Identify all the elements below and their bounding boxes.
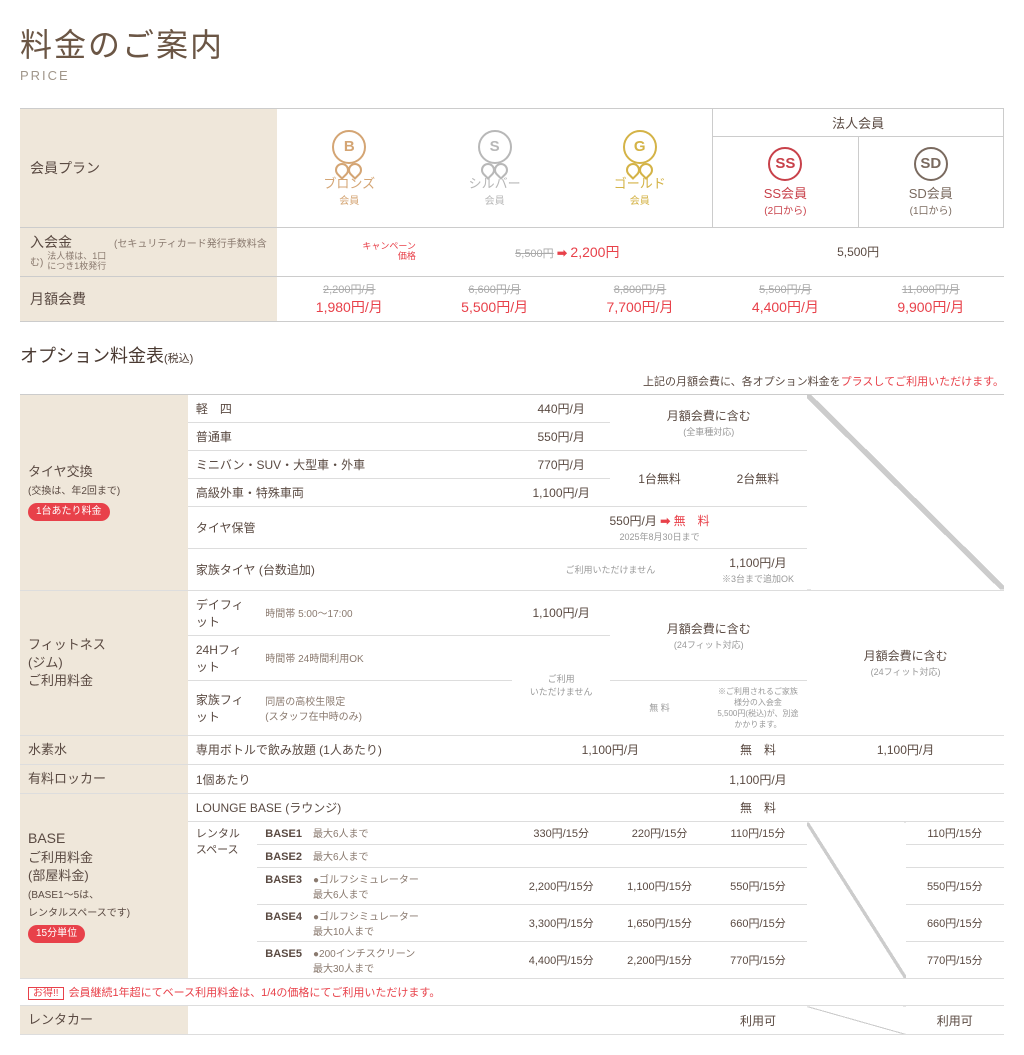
plan-silver: Sシルバー会員 [422,109,567,228]
per-unit-pill: 1台あたり料金 [28,503,110,521]
sd-badge-icon: SD [914,147,948,181]
enroll-label: 入会金 (セキュリティカード発行手数料含む) 法人様は、1口につき1枚発行 [20,228,277,277]
bronze-badge-icon: B [332,130,366,164]
plan-sd: SDSD会員(1口から) [858,137,1003,228]
plan-bronze: Bブロンズ会員 [277,109,422,228]
monthly-label: 月額会費 [20,276,277,321]
gold-badge-icon: G [623,130,657,164]
tire-cat: タイヤ交換(交換は、年2回まで)1台あたり料金 [20,394,188,590]
silver-badge-icon: S [478,130,512,164]
enroll-price: 5,500円 ➡ 2,200円 [422,228,713,277]
page-subtitle: PRICE [20,68,1004,83]
deal-note: お得!!会員継続1年超にてベース利用料金は、1/4の価格にてご利用いただけます。 [20,979,1004,1006]
plan-gold: Gゴールド会員 [567,109,712,228]
option-note: 上記の月額会費に、各オプション料金をプラスしてご利用いただけます。 [20,373,1004,389]
monthly-bronze: 2,200円/月1,980円/月 [277,276,422,321]
car-cat: レンタカー [20,1006,188,1035]
monthly-ss: 5,500円/月4,400円/月 [713,276,858,321]
fitness-cat: フィットネス(ジム)ご利用料金 [20,590,188,735]
locker-cat: 有料ロッカー [20,764,188,793]
enroll-corp-price: 5,500円 [713,228,1004,277]
ss-badge-icon: SS [768,147,802,181]
monthly-silver: 6,600円/月5,500円/月 [422,276,567,321]
tire-r1: 軽 四 [188,394,512,422]
corp-header: 法人会員 [713,109,1004,137]
plan-ss: SSSS会員(2口から) [713,137,858,228]
water-cat: 水素水 [20,735,188,764]
plan-header-label: 会員プラン [20,109,277,228]
enroll-campaign: キャンペーン価格 [277,228,422,277]
monthly-sd: 11,000円/月9,900円/月 [858,276,1003,321]
option-title: オプション料金表(税込) [20,342,1004,368]
base-cat: BASEご利用料金(部屋料金)(BASE1～5は、 レンタルスペースです)15分… [20,794,188,979]
tire-silver-inc: 月額会費に含む(全車種対応) [610,394,807,450]
option-table: タイヤ交換(交換は、年2回まで)1台あたり料金 軽 四 440円/月 月額会費に… [20,394,1004,1036]
page-title: 料金のご案内 [20,20,1004,66]
plan-table: 会員プラン Bブロンズ会員 Sシルバー会員 Gゴールド会員 法人会員 SSSS会… [20,108,1004,322]
monthly-gold: 8,800円/月7,700円/月 [567,276,712,321]
